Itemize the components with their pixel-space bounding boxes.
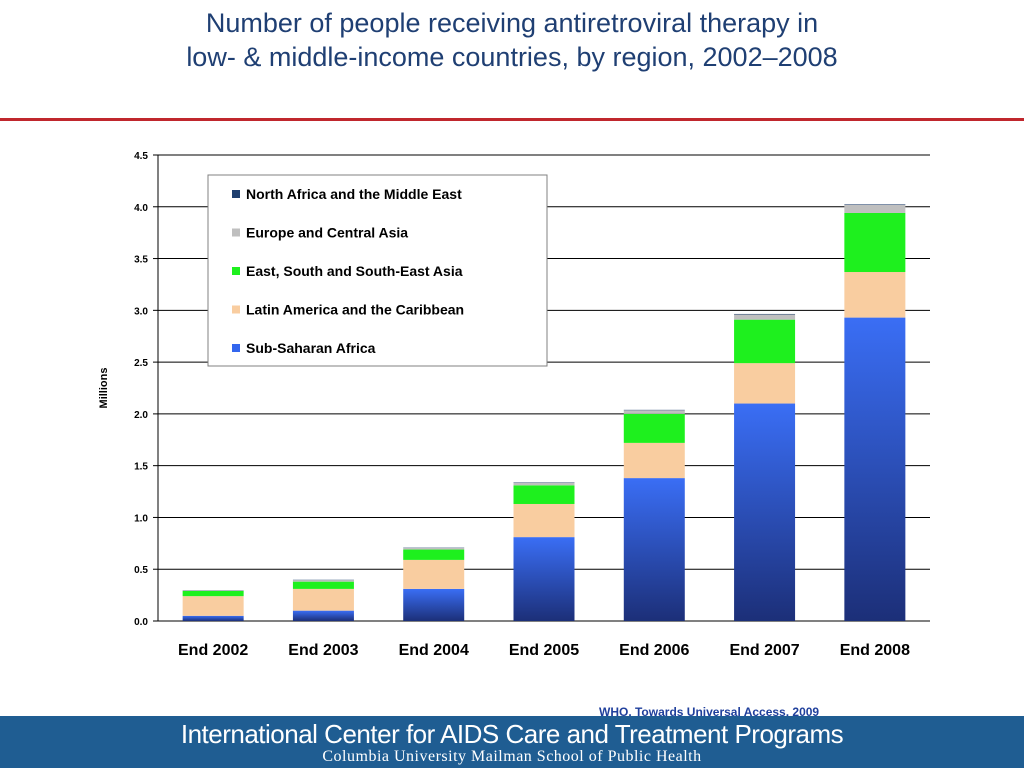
bar-segment-east-south-and-south-east-asia: [844, 212, 906, 273]
bar-segment-europe-and-central-asia: [513, 482, 575, 486]
y-tick-label: 0.0: [134, 617, 148, 628]
bar-segment-north-africa-and-the-middle-east: [844, 204, 906, 205]
bar-segment-east-south-and-south-east-asia: [623, 413, 685, 443]
legend-swatch: [232, 344, 240, 352]
x-tick-label: End 2005: [509, 642, 579, 659]
y-tick-label: 1.0: [134, 513, 148, 524]
bar-segment-east-south-and-south-east-asia: [292, 581, 354, 589]
y-tick-label: 3.5: [134, 255, 148, 266]
x-tick-label: End 2002: [178, 642, 248, 659]
bar-segment-sub-saharan-africa: [182, 615, 244, 621]
y-tick-label: 4.5: [134, 151, 148, 162]
bar-segment-latin-america-and-the-caribbean: [844, 272, 906, 318]
bar-segment-latin-america-and-the-caribbean: [292, 588, 354, 611]
title-line-1: Number of people receiving antiretrovira…: [205, 8, 819, 38]
legend-swatch: [232, 267, 240, 275]
bar-segment-sub-saharan-africa: [292, 610, 354, 621]
footer-org-name: International Center for AIDS Care and T…: [180, 719, 844, 749]
bar-segment-sub-saharan-africa: [403, 588, 465, 621]
legend-box: [207, 174, 548, 367]
legend-label: Latin America and the Caribbean: [246, 302, 464, 318]
y-tick-label: 2.5: [134, 358, 148, 369]
bar-segment-sub-saharan-africa: [844, 317, 906, 621]
footer-banner: International Center for AIDS Care and T…: [0, 716, 1024, 768]
axes: 0.0 0.5 1.0 1.5 2.0 2.5 3.0 3.5 4.0 4.5 End 2002 En…: [134, 151, 910, 659]
x-tick-label: End 2006: [619, 642, 689, 659]
bar-segment-sub-saharan-africa: [513, 537, 575, 621]
source-citation: WHO. Towards Universal Access, 2009: [599, 705, 820, 719]
bar-segment-europe-and-central-asia: [182, 590, 244, 591]
bar-segment-east-south-and-south-east-asia: [182, 590, 244, 597]
legend-swatch: [232, 305, 240, 314]
legend-label: Sub-Saharan Africa: [246, 340, 376, 356]
legend-label: Europe and Central Asia: [246, 225, 408, 241]
bar-segment-latin-america-and-the-caribbean: [403, 559, 465, 589]
legend-swatch: [232, 228, 240, 237]
bar-segment-latin-america-and-the-caribbean: [734, 363, 796, 404]
legend-swatch: [232, 190, 240, 198]
bar-segment-europe-and-central-asia: [734, 314, 796, 320]
bar-segment-sub-saharan-africa: [623, 478, 685, 621]
bar-segment-europe-and-central-asia: [292, 580, 354, 582]
legend-label: North Africa and the Middle East: [246, 186, 462, 202]
bar-segment-north-africa-and-the-middle-east: [734, 313, 796, 315]
x-tick-label: End 2003: [288, 642, 358, 659]
bar-segment-europe-and-central-asia: [844, 204, 906, 213]
x-tick-label: End 2008: [840, 642, 910, 659]
bar-segment-east-south-and-south-east-asia: [403, 549, 465, 560]
legend-label: East, South and South-East Asia: [246, 263, 463, 279]
bar-segment-sub-saharan-africa: [734, 403, 796, 621]
y-tick-label: 1.5: [134, 462, 148, 473]
slide-title: Number of people receiving antiretrovira…: [0, 6, 1024, 74]
y-tick-label: 3.0: [134, 306, 148, 317]
x-tick-label: End 2004: [399, 642, 469, 659]
bar-segment-europe-and-central-asia: [403, 547, 465, 550]
bar-segment-latin-america-and-the-caribbean: [182, 596, 244, 616]
y-tick-label: 0.5: [134, 565, 148, 576]
x-tick-label: End 2007: [729, 642, 799, 659]
title-line-2: low- & middle-income countries, by regio…: [186, 42, 838, 72]
title-divider: [0, 118, 1024, 121]
bar-segment-latin-america-and-the-caribbean: [623, 442, 685, 479]
bar-segment-europe-and-central-asia: [623, 410, 685, 414]
bar-segment-latin-america-and-the-caribbean: [513, 503, 575, 538]
bar-segment-east-south-and-south-east-asia: [734, 319, 796, 364]
bars: [182, 204, 906, 621]
footer-school-name: Columbia University Mailman School of Pu…: [322, 748, 702, 765]
y-tick-label: 4.0: [134, 203, 148, 214]
y-tick-label: 2.0: [134, 410, 148, 421]
stacked-bar-chart: 0.0 0.5 1.0 1.5 2.0 2.5 3.0 3.5 4.0 4.5 End 2002 En…: [98, 151, 930, 659]
y-axis-label: Millions: [98, 368, 110, 409]
bar-segment-east-south-and-south-east-asia: [513, 485, 575, 504]
legend: North Africa and the Middle East Europe a…: [207, 174, 548, 367]
